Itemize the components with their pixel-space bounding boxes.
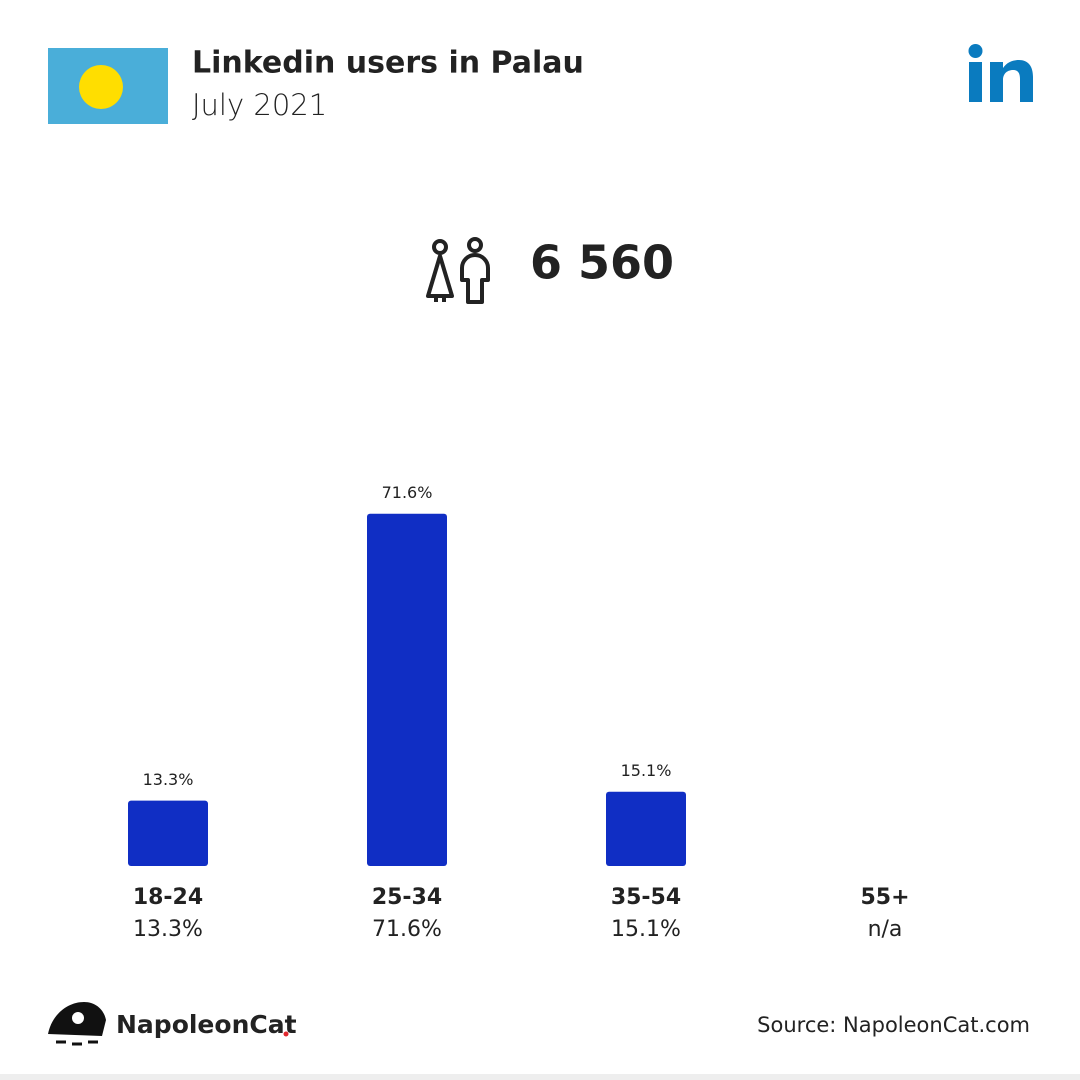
category-label: 18-24 [133,885,203,910]
category-value: 71.6% [372,917,442,942]
source: Source: NapoleonCat.com [757,1013,1030,1037]
bar-value-label: 13.3% [143,770,194,789]
bar-value-label: 15.1% [621,761,672,780]
bar [367,513,447,866]
category-value: n/a [868,917,903,942]
category-label: 35-54 [611,885,681,910]
subtitle: July 2021 [192,88,327,122]
bar-value-label: 71.6% [382,483,433,502]
bar [128,800,208,866]
brand-name: NapoleonCat [116,1010,297,1039]
category-label: 25-34 [372,885,442,910]
flag-sun [79,65,123,109]
napoleoncat-logo [48,1002,289,1046]
users-icon [426,237,490,304]
total-users: 6 560 [530,236,674,290]
category-label: 55+ [860,885,909,910]
bar [606,791,686,866]
linkedin-logo [968,44,1033,102]
title: Linkedin users in Palau [192,46,584,81]
bottom-strip [0,1074,1080,1080]
category-value: 15.1% [611,917,681,942]
category-value: 13.3% [133,917,203,942]
